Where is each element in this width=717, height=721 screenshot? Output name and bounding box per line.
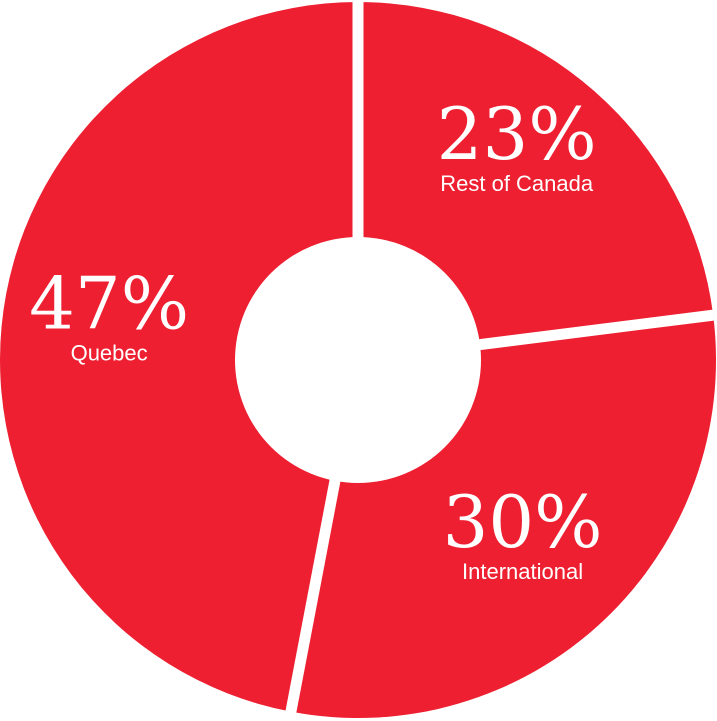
- labels-group: 23%Rest of Canada 30%International 47%Queb…: [29, 92, 603, 584]
- slice-category-label: Rest of Canada: [440, 171, 594, 196]
- slice-percent-label: 47%: [29, 261, 189, 345]
- pie-slice-quebec: [0, 2, 359, 712]
- slice-category-label: Quebec: [71, 340, 148, 365]
- slice-category-label: International: [462, 559, 583, 584]
- slice-percent-label: 23%: [437, 92, 597, 176]
- donut-hole: [235, 237, 481, 483]
- slice-percent-label: 30%: [443, 480, 603, 564]
- pie-slice-rest-of-canada: [358, 2, 714, 360]
